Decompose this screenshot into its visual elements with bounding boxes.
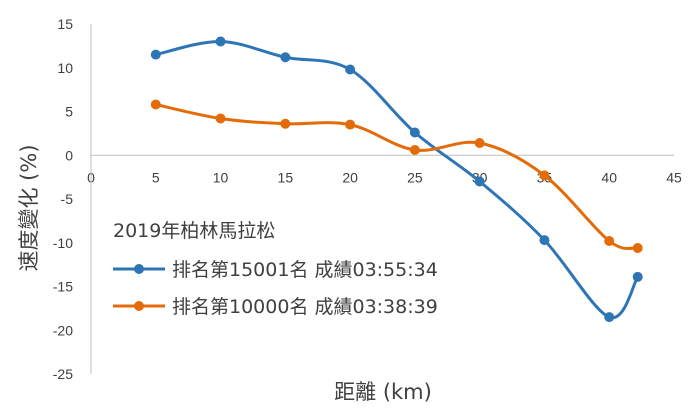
data-point	[632, 243, 643, 253]
legend-item-series-2: 排名第10000名 成績03:38:39	[113, 296, 438, 318]
data-point	[604, 236, 615, 246]
x-tick-label: 5	[152, 169, 160, 185]
data-point	[409, 145, 420, 155]
x-tick-label: 40	[601, 169, 617, 185]
data-point	[604, 312, 615, 323]
data-point	[539, 235, 550, 246]
y-tick-label: 15	[57, 16, 73, 32]
y-axis: 15 10 5 0 -5 -10 -15 -20 -25	[53, 16, 92, 382]
data-point	[409, 127, 420, 138]
data-point	[474, 176, 485, 187]
series-layer	[150, 36, 643, 323]
data-point	[474, 138, 485, 148]
legend-title: 2019年柏林馬拉松	[113, 220, 275, 242]
data-point	[150, 49, 161, 60]
legend-marker-series-2	[134, 301, 144, 311]
legend-label-series-1: 排名第15001名 成績03:55:34	[172, 259, 438, 281]
y-axis-title: 速度變化 (%)	[17, 144, 41, 271]
x-axis-title: 距離 (km)	[334, 380, 432, 404]
legend-label-series-2: 排名第10000名 成績03:38:39	[172, 296, 438, 318]
data-point	[280, 118, 291, 129]
x-axis: 051015202530354045	[87, 154, 682, 185]
x-tick-label: 10	[213, 169, 229, 185]
x-tick-label: 25	[407, 169, 423, 185]
y-tick-label: 0	[65, 147, 73, 163]
data-point	[539, 170, 550, 181]
legend-marker-series-1	[134, 264, 144, 274]
y-tick-label: -10	[53, 235, 73, 251]
data-point	[345, 119, 356, 130]
y-tick-label: -5	[61, 191, 74, 207]
y-tick-label: 10	[57, 60, 73, 76]
series-2	[150, 99, 643, 253]
legend: 2019年柏林馬拉松 排名第15001名 成績03:55:34 排名第10000…	[113, 220, 438, 318]
x-tick-label: 45	[666, 169, 682, 185]
data-point	[345, 64, 356, 75]
x-tick-label: 15	[278, 169, 294, 185]
data-point	[280, 52, 291, 63]
y-tick-label: -25	[53, 366, 73, 382]
y-tick-label: 5	[65, 104, 73, 120]
data-point	[215, 113, 226, 124]
y-tick-label: -15	[53, 279, 73, 295]
data-point	[632, 271, 643, 282]
data-point	[215, 36, 226, 47]
data-point	[150, 99, 161, 110]
legend-item-series-1: 排名第15001名 成績03:55:34	[113, 259, 438, 281]
series-1	[150, 36, 643, 323]
x-tick-label: 20	[342, 169, 358, 185]
y-tick-label: -20	[53, 322, 73, 338]
